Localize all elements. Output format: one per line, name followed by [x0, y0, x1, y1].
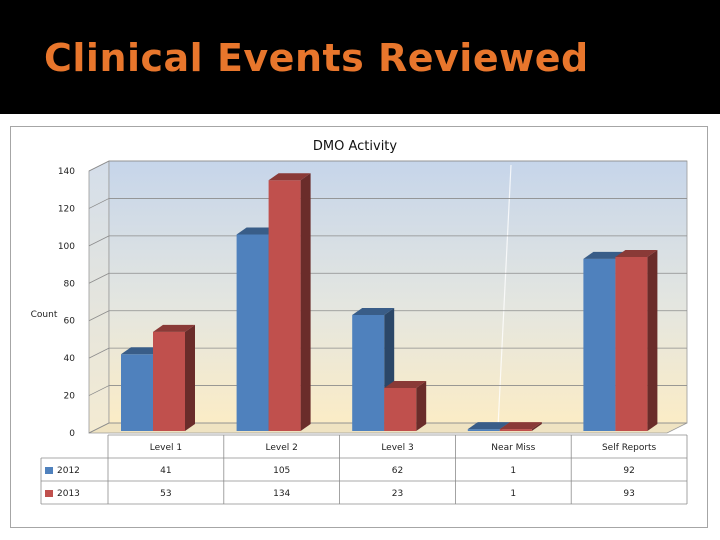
bar-side — [531, 422, 542, 431]
labels: DMO Activity 0 20 40 60 80 100 120 140 Count — [31, 139, 398, 439]
y-tick-label: 120 — [58, 204, 75, 214]
bar-top — [499, 422, 542, 430]
gridline-side — [88, 198, 110, 209]
bar-top — [384, 380, 427, 388]
legend-swatch — [45, 467, 53, 474]
data-label: 93 — [623, 489, 634, 499]
bar-top — [153, 324, 195, 332]
y-tick-label: 40 — [64, 354, 76, 364]
gridline-side — [88, 235, 110, 247]
legend-label: 2012 — [57, 466, 80, 476]
y-tick-label: 80 — [64, 279, 76, 289]
bar — [352, 314, 385, 431]
y-tick-label: 0 — [69, 429, 75, 439]
x-tick-label: Self Reports — [602, 443, 657, 453]
data-label: 41 — [160, 466, 171, 476]
data-label: 23 — [392, 489, 403, 499]
data-label: 1 — [510, 466, 516, 476]
chart-svg: DMO Activity 0 20 40 60 80 100 120 140 Count Leve… — [31, 139, 688, 505]
y-tick-label: 140 — [58, 167, 75, 177]
y-tick-label: 20 — [64, 392, 76, 402]
bar-side — [300, 173, 311, 431]
bar-top — [268, 173, 311, 181]
bar-top — [615, 249, 658, 257]
bar-top — [121, 347, 163, 355]
x-tick-label: Level 2 — [266, 443, 298, 453]
y-tick-label: 100 — [58, 242, 75, 252]
wall-highlight — [497, 164, 512, 428]
y-tick-label: 60 — [64, 317, 76, 327]
bar-top — [583, 251, 626, 259]
chart-frame: DMO Activity 0 20 40 60 80 100 120 140 Count Leve… — [10, 126, 708, 528]
gridline-side — [88, 422, 110, 434]
gridline-side — [88, 385, 110, 396]
bar — [499, 429, 532, 431]
bar-top — [236, 227, 279, 235]
title-bar: Clinical Events Reviewed — [0, 0, 720, 114]
y-axis-title: Count — [31, 310, 58, 320]
x-tick-label: Near Miss — [491, 443, 535, 453]
data-label: 92 — [623, 466, 634, 476]
legend-label: 2013 — [57, 489, 80, 499]
bar — [615, 256, 648, 431]
x-tick-label: Level 1 — [150, 443, 182, 453]
bar — [236, 234, 269, 431]
side-wall — [88, 160, 110, 434]
bar — [268, 180, 301, 431]
data-label: 105 — [273, 466, 290, 476]
gridline-side — [88, 310, 110, 322]
bar — [384, 387, 417, 431]
bar — [121, 354, 153, 431]
data-label: 134 — [273, 489, 290, 499]
bars — [121, 173, 658, 431]
bar-top — [467, 422, 510, 430]
legend-swatch — [45, 490, 53, 497]
data-label: 53 — [160, 489, 171, 499]
gridline-side — [88, 272, 110, 284]
gridline-side — [88, 347, 110, 359]
bar-side — [185, 324, 195, 431]
gridline-side — [88, 160, 110, 172]
data-label: 62 — [392, 466, 403, 476]
x-tick-label: Level 3 — [381, 443, 413, 453]
bar-side — [647, 249, 658, 431]
data-table: Level 1 Level 2 Level 3 Near Miss Self Repor… — [40, 434, 688, 505]
bar — [467, 429, 500, 431]
slide-title: Clinical Events Reviewed — [44, 36, 589, 80]
bar-top — [352, 307, 395, 315]
chart-title: DMO Activity — [313, 139, 398, 154]
bar-side — [416, 380, 427, 431]
bar — [153, 331, 185, 431]
bar — [583, 258, 616, 431]
data-label: 1 — [510, 489, 516, 499]
